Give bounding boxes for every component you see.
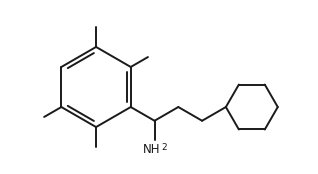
Text: 2: 2 [162,143,167,152]
Text: NH: NH [143,143,160,156]
